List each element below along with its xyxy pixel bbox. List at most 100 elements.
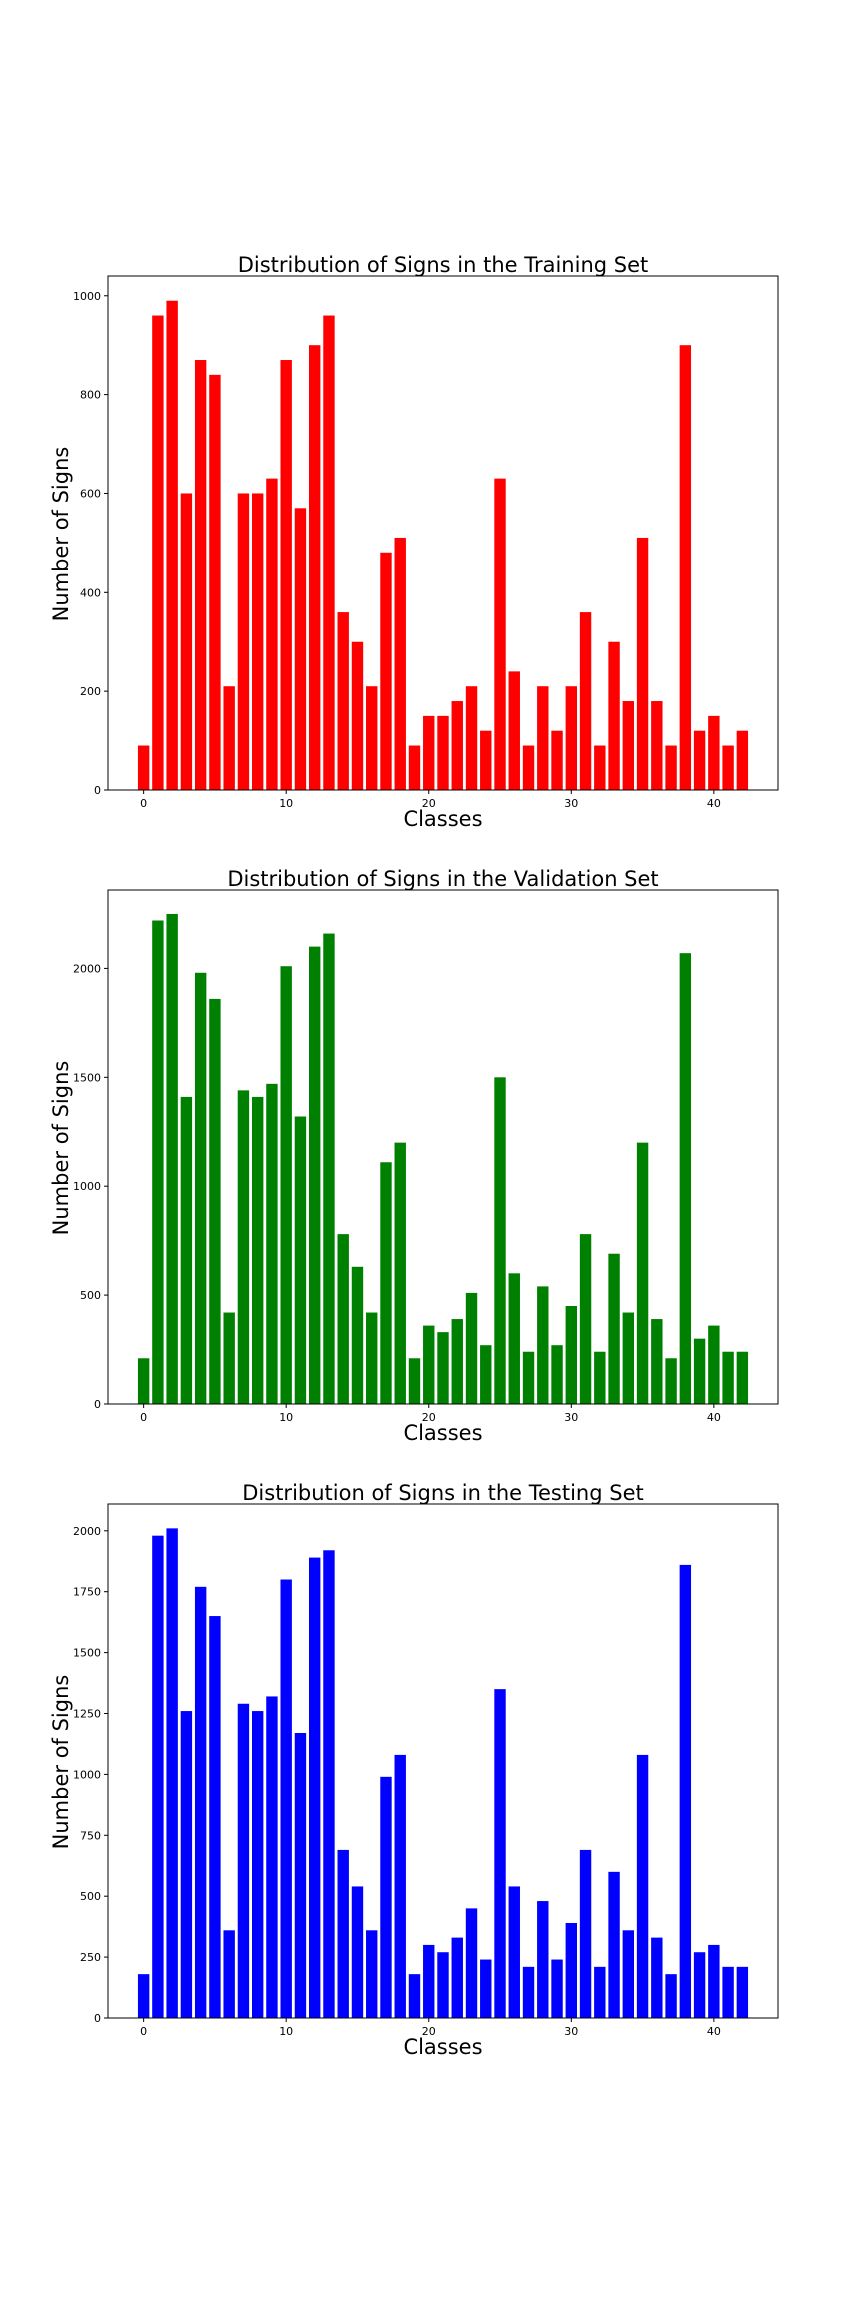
bar-class-38 — [679, 953, 692, 1404]
bar-class-24 — [480, 1345, 492, 1404]
y-tick-label: 0 — [94, 1398, 101, 1411]
bar-class-0 — [137, 745, 150, 790]
bar-class-42 — [736, 1966, 749, 2018]
bar-class-42 — [736, 730, 749, 790]
bar-class-37 — [665, 1974, 677, 2018]
bar-class-10 — [280, 1579, 292, 2018]
bar-class-19 — [408, 1358, 421, 1404]
bar-class-29 — [551, 1959, 563, 2018]
x-tick-label: 20 — [422, 1411, 436, 1424]
bar-class-2 — [166, 913, 178, 1404]
bar-class-35 — [636, 1754, 649, 2018]
bar-class-10 — [280, 360, 292, 790]
bar-class-2 — [166, 300, 178, 790]
bar-class-22 — [451, 1319, 463, 1404]
bar-class-28 — [537, 1901, 549, 2018]
bar-class-24 — [480, 730, 492, 790]
bar-class-1 — [152, 315, 164, 790]
bar-class-12 — [309, 345, 321, 790]
x-axis-label: Classes — [403, 2035, 482, 2059]
ticks-group: 0 200 400 600 800 1000 0 10 20 30 40 — [73, 290, 721, 810]
bar-class-6 — [223, 686, 235, 790]
bar-class-19 — [408, 1974, 421, 2018]
bar-class-32 — [594, 1966, 606, 2018]
bar-class-42 — [736, 1351, 749, 1404]
bar-class-18 — [394, 1754, 406, 2018]
bar-class-1 — [152, 1535, 164, 2018]
bar-class-6 — [223, 1312, 235, 1404]
ticks-group: 0 500 1000 1500 2000 0 10 20 30 40 — [73, 962, 721, 1424]
chart-title: Distribution of Signs in the Testing Set — [242, 1481, 643, 1505]
bar-class-5 — [209, 1616, 221, 2018]
bar-class-33 — [608, 1871, 620, 2018]
bar-class-22 — [451, 701, 463, 790]
bar-class-17 — [380, 1776, 392, 2018]
bar-class-40 — [708, 715, 720, 790]
bar-class-36 — [651, 701, 663, 790]
bar-class-6 — [223, 1930, 235, 2018]
plot-frame — [107, 1503, 779, 2019]
validation-chart: Distribution of Signs in the Validation … — [49, 867, 779, 1445]
x-tick-label: 10 — [279, 1411, 293, 1424]
bar-class-27 — [522, 1351, 535, 1404]
bars-group — [137, 913, 749, 1404]
bar-class-27 — [522, 745, 535, 790]
bars-group — [137, 1528, 749, 2018]
chart-title: Distribution of Signs in the Training Se… — [238, 253, 649, 277]
bar-class-15 — [351, 641, 364, 790]
bar-class-28 — [537, 686, 549, 790]
bar-class-30 — [565, 1305, 577, 1404]
bar-class-19 — [408, 745, 421, 790]
bar-class-14 — [337, 1849, 349, 2018]
bar-class-26 — [508, 1273, 520, 1404]
bar-class-7 — [237, 1703, 250, 2018]
y-axis-label: Number of Signs — [49, 1061, 73, 1236]
testing-chart: Distribution of Signs in the Testing Set… — [49, 1481, 779, 2059]
bar-class-35 — [636, 537, 649, 790]
bar-class-9 — [266, 478, 278, 790]
bar-class-16 — [366, 686, 378, 790]
y-tick-label: 750 — [80, 1829, 101, 1842]
y-tick-label: 1000 — [73, 1768, 101, 1781]
bar-class-2 — [166, 1528, 178, 2018]
bar-class-39 — [693, 730, 706, 790]
bar-class-10 — [280, 966, 292, 1404]
x-tick-label: 40 — [707, 1411, 721, 1424]
bar-class-26 — [508, 671, 520, 790]
bar-class-32 — [594, 1351, 606, 1404]
y-tick-label: 1500 — [73, 1647, 101, 1660]
x-tick-label: 20 — [422, 2025, 436, 2038]
bar-class-9 — [266, 1696, 278, 2018]
bar-class-25 — [494, 1689, 506, 2018]
y-tick-label: 1250 — [73, 1707, 101, 1720]
bar-class-24 — [480, 1959, 492, 2018]
bar-class-18 — [394, 537, 406, 790]
x-tick-label: 0 — [140, 797, 147, 810]
x-tick-label: 40 — [707, 797, 721, 810]
y-tick-label: 200 — [80, 685, 101, 698]
y-tick-label: 0 — [94, 2012, 101, 2025]
bar-class-21 — [437, 1332, 449, 1404]
y-tick-label: 400 — [80, 586, 101, 599]
bar-class-18 — [394, 1142, 406, 1404]
bar-class-11 — [294, 1732, 307, 2018]
y-tick-label: 1000 — [73, 290, 101, 303]
bar-class-34 — [622, 1930, 635, 2018]
bar-class-8 — [251, 1096, 264, 1404]
plot-frame — [107, 275, 779, 791]
bar-class-38 — [679, 345, 692, 790]
bar-class-39 — [693, 1952, 706, 2018]
x-tick-label: 0 — [140, 1411, 147, 1424]
bar-class-37 — [665, 1358, 677, 1404]
bar-class-32 — [594, 745, 606, 790]
bar-class-33 — [608, 1253, 620, 1404]
bar-class-37 — [665, 745, 677, 790]
bar-class-15 — [351, 1886, 364, 2018]
bar-class-16 — [366, 1930, 378, 2018]
y-axis-label: Number of Signs — [49, 1675, 73, 1850]
bar-class-11 — [294, 1116, 307, 1404]
x-tick-label: 30 — [564, 2025, 578, 2038]
bar-class-35 — [636, 1142, 649, 1404]
bar-class-20 — [423, 1944, 435, 2018]
bar-class-8 — [251, 493, 264, 790]
